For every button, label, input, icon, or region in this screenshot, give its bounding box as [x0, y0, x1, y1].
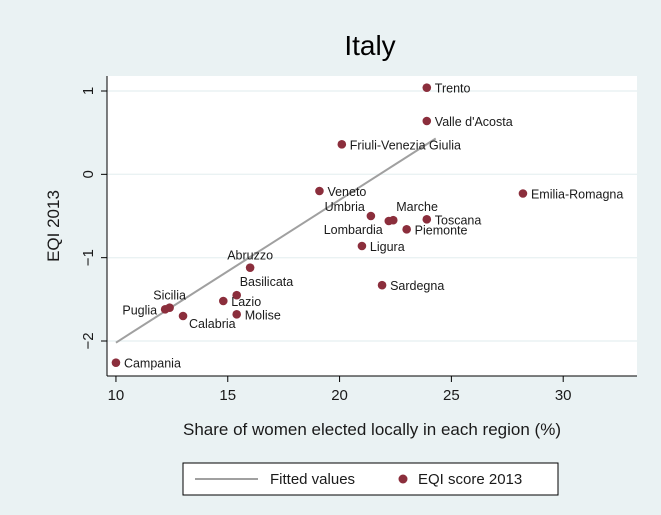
point-toscana — [422, 215, 432, 224]
point-veneto — [315, 186, 324, 196]
x-axis-title: Share of women elected locally in each r… — [183, 420, 561, 439]
point-label-calabria: Calabria — [189, 317, 236, 331]
point-label-trento: Trento — [435, 82, 471, 96]
y-tick-label: −1 — [80, 249, 97, 266]
point-label-basilicata: Basilicata — [240, 275, 294, 289]
x-tick-label: 20 — [331, 387, 348, 404]
point-label-sardegna: Sardegna — [390, 279, 444, 293]
point-label-lombardia: Lombardia — [324, 223, 383, 237]
point-friuli-venezia-giulia — [337, 140, 347, 149]
legend-eqi-score-swatch — [398, 474, 408, 484]
x-ticks: 10 15 20 25 30 — [108, 376, 572, 404]
plot-area — [107, 76, 637, 376]
point-label-friuli-venezia-giulia: Friuli-Venezia Giulia — [350, 138, 461, 152]
chart-title: Italy — [344, 30, 395, 61]
y-tick-label: 1 — [80, 87, 97, 95]
point-label-molise: Molise — [245, 308, 281, 322]
point-lombardia — [384, 216, 394, 226]
point-label-toscana: Toscana — [435, 213, 482, 227]
point-valle-d-acosta — [422, 116, 432, 126]
point-sardegna — [377, 280, 387, 290]
legend-fitted-values-label: Fitted values — [270, 471, 355, 488]
point-basilicata — [232, 290, 242, 300]
point-calabria — [178, 311, 188, 321]
point-label-umbria: Umbria — [325, 200, 365, 214]
point-label-marche: Marche — [396, 200, 438, 214]
point-label-puglia: Puglia — [122, 303, 157, 317]
point-piemonte — [402, 225, 411, 234]
point-trento — [422, 83, 432, 92]
point-abruzzo — [245, 263, 255, 272]
point-label-valle-d-acosta: Valle d'Acosta — [435, 115, 513, 129]
point-emilia-romagna — [518, 189, 528, 198]
x-tick-label: 10 — [108, 387, 125, 404]
point-label-abruzzo: Abruzzo — [227, 249, 273, 263]
y-tick-label: 0 — [80, 170, 97, 178]
point-umbria — [366, 211, 376, 221]
y-axis-title: EQI 2013 — [44, 190, 63, 262]
point-puglia — [160, 305, 170, 314]
point-label-veneto: Veneto — [327, 185, 366, 199]
point-label-campania: Campania — [124, 357, 181, 371]
y-tick-label: −2 — [80, 332, 97, 349]
y-ticks: −2 −1 0 1 — [80, 87, 107, 350]
legend-eqi-score-label: EQI score 2013 — [418, 471, 522, 488]
point-label-piemonte: Piemonte — [415, 223, 468, 237]
x-tick-label: 25 — [443, 387, 460, 404]
point-label-emilia-romagna: Emilia-Romagna — [531, 188, 623, 202]
points-layer: Trento Valle d'Acosta Friuli-Venezia Giuli… — [111, 82, 623, 371]
x-tick-label: 30 — [555, 387, 572, 404]
x-tick-label: 15 — [219, 387, 236, 404]
point-molise — [232, 310, 242, 319]
point-lazio — [218, 296, 228, 306]
point-label-ligura: Ligura — [370, 240, 405, 254]
grid-layer — [107, 90, 637, 342]
legend: Fitted values EQI score 2013 — [182, 462, 559, 496]
point-label-sicilia: Sicilia — [153, 289, 186, 303]
point-ligura — [357, 241, 367, 251]
point-campania — [111, 358, 121, 367]
point-label-lazio: Lazio — [231, 295, 261, 309]
axis-layer — [106, 76, 637, 377]
